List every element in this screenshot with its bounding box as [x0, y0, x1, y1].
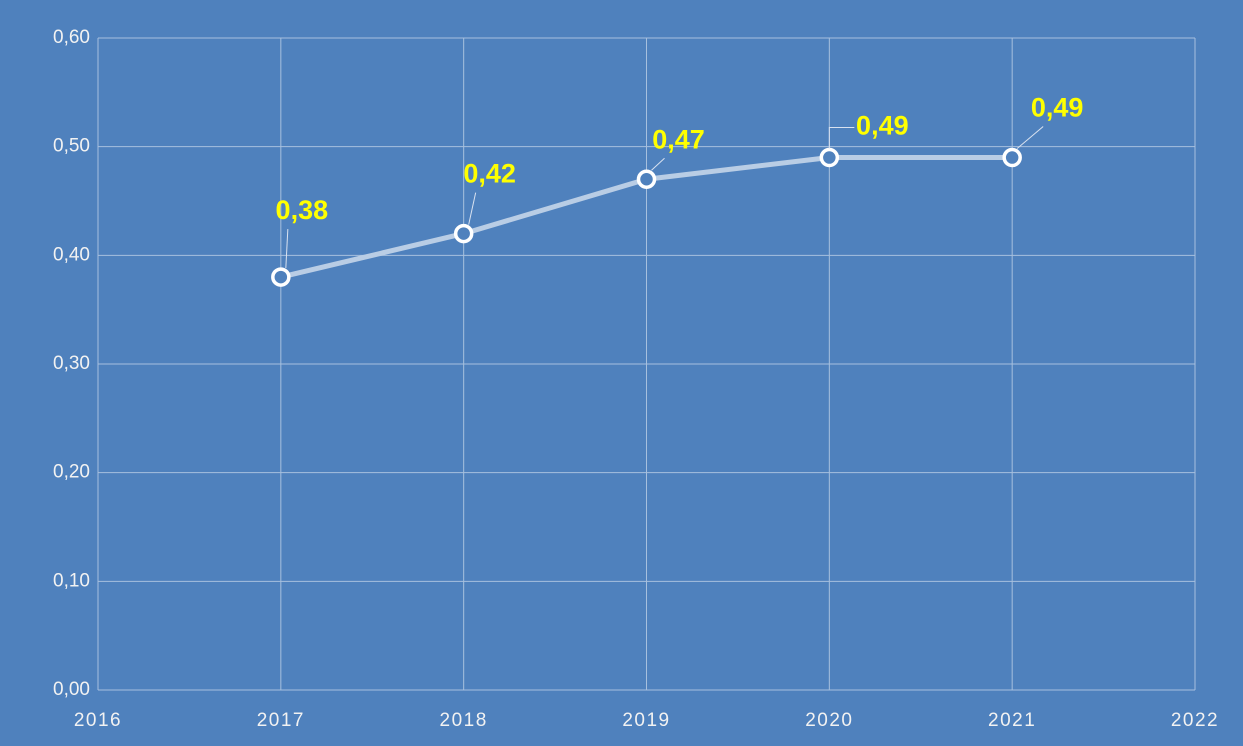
x-tick-label: 2019 — [622, 710, 670, 731]
data-label: 0,49 — [1031, 93, 1084, 123]
marker — [1002, 147, 1022, 168]
x-tick-label: 2022 — [1171, 710, 1219, 731]
x-tick-label: 2016 — [74, 710, 122, 731]
x-tick-label: 2021 — [988, 710, 1036, 731]
data-label: 0,38 — [276, 195, 329, 225]
x-tick-label: 2018 — [440, 710, 488, 731]
x-tick-label: 2020 — [805, 710, 853, 731]
y-tick-label: 0,40 — [53, 244, 90, 265]
y-tick-label: 0,30 — [53, 353, 90, 374]
y-tick-label: 0,10 — [53, 570, 90, 591]
y-tick-label: 0,50 — [53, 136, 90, 157]
marker — [453, 223, 474, 244]
data-label: 0,42 — [463, 159, 516, 189]
x-tick-label: 2017 — [257, 710, 305, 731]
y-tick-label: 0,20 — [53, 462, 90, 483]
leader-line — [1016, 126, 1044, 149]
data-label: 0,47 — [652, 124, 705, 154]
marker — [636, 169, 657, 190]
marker — [271, 267, 291, 287]
leader-line — [285, 229, 289, 269]
y-tick-label: 0,00 — [53, 679, 90, 700]
leader-line — [651, 157, 665, 171]
leader-line — [828, 127, 855, 149]
data-label: 0,49 — [856, 111, 909, 141]
marker — [819, 147, 840, 168]
y-tick-label: 0,60 — [53, 27, 90, 48]
leader-line — [468, 192, 477, 225]
